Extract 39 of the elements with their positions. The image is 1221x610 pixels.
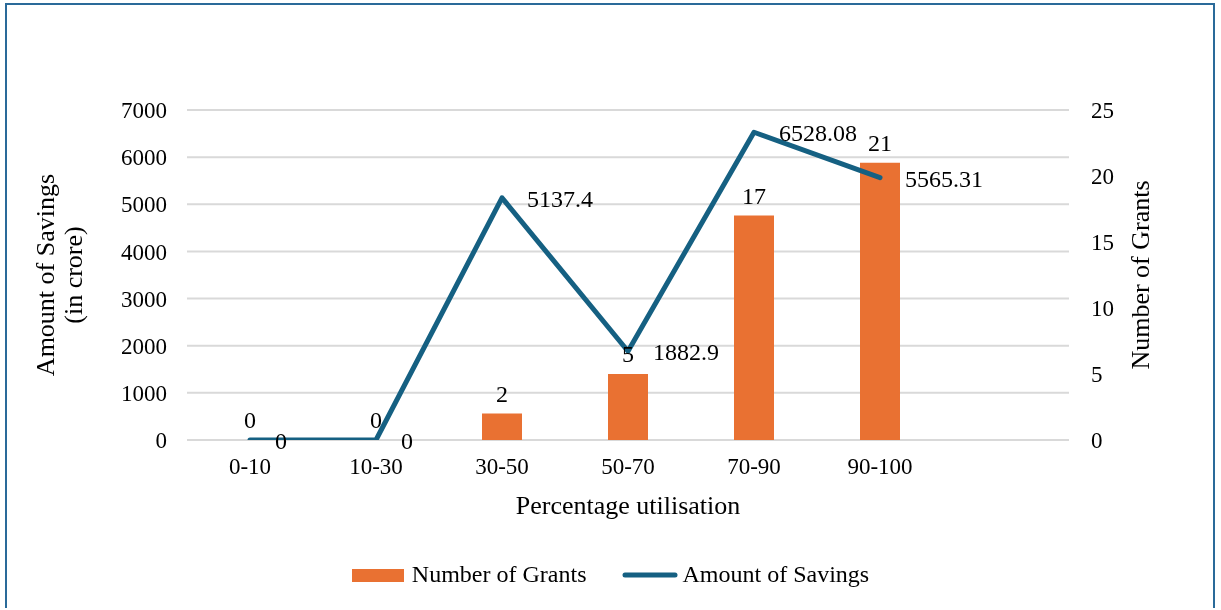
y-tick-label: 6000 — [121, 145, 167, 171]
y-tick-label: 2000 — [121, 333, 167, 359]
data-label: 0 — [244, 407, 256, 433]
y2-tick-label: 10 — [1091, 296, 1114, 322]
x-tick-label: 70-90 — [727, 454, 781, 480]
data-label: 1882.9 — [653, 339, 719, 366]
y-tick-label: 1000 — [121, 381, 167, 407]
y-tick-label: 5000 — [121, 192, 167, 218]
y2-tick-label: 15 — [1091, 230, 1114, 256]
y2-tick-label: 5 — [1091, 362, 1103, 388]
y2-axis-title: Number of Grants — [1126, 179, 1156, 372]
x-tick-label: 10-30 — [349, 454, 403, 480]
y-tick-label: 0 — [155, 428, 167, 454]
data-label: 5565.31 — [905, 165, 983, 192]
data-label: 6528.08 — [779, 120, 857, 147]
y-tick-label: 3000 — [121, 286, 167, 312]
x-axis-title: Percentage utilisation — [514, 491, 742, 521]
y2-tick-label: 25 — [1091, 98, 1114, 124]
legend-label: Number of Grants — [411, 561, 587, 588]
y2-tick-label: 20 — [1091, 164, 1114, 190]
y-tick-label: 7000 — [121, 98, 167, 124]
x-tick-label: 90-100 — [847, 454, 913, 480]
x-tick-label: 30-50 — [475, 454, 529, 480]
data-label: 17 — [742, 182, 766, 209]
data-label: 0 — [370, 407, 382, 433]
y-tick-label: 4000 — [121, 239, 167, 265]
y-axis-title: Amount of Savings (in crore) — [31, 172, 88, 379]
data-label: 5137.4 — [527, 185, 593, 212]
data-label: 2 — [496, 380, 508, 407]
y2-tick-label: 0 — [1091, 428, 1103, 454]
x-tick-label: 50-70 — [601, 454, 655, 480]
data-label: 21 — [868, 129, 892, 156]
bar — [608, 374, 648, 440]
bar — [860, 162, 900, 440]
legend-label: Amount of Savings — [682, 561, 870, 588]
x-tick-label: 0-10 — [228, 454, 272, 480]
data-label: 0 — [401, 428, 413, 454]
bar — [482, 413, 522, 440]
bar — [734, 215, 774, 440]
